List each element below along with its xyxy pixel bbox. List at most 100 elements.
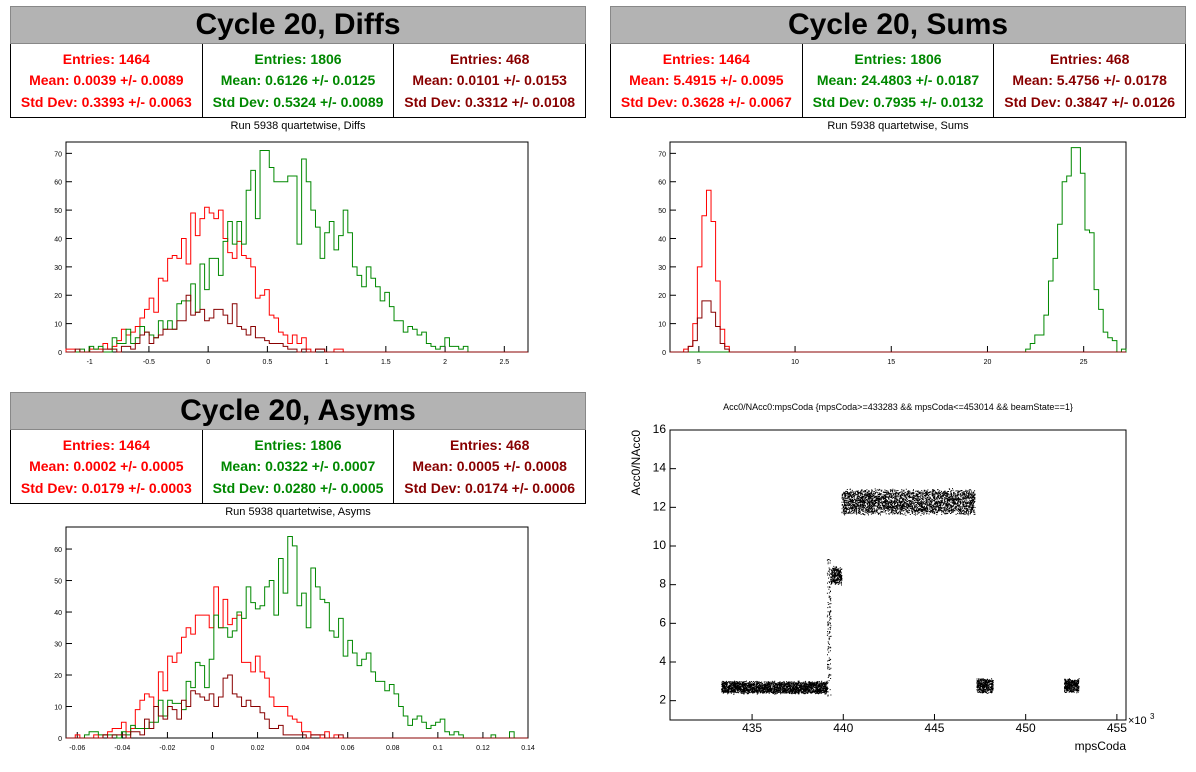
x-tick-label: 0.04	[296, 745, 310, 752]
y-tick-label: 6	[659, 615, 666, 629]
x-tick-label: 0	[211, 745, 215, 752]
y-tick-label: 20	[54, 293, 62, 300]
stat-entries: Entries: 1464	[62, 436, 150, 453]
sums-stats-dark: Entries: 468 Mean: 5.4756 +/- 0.0178 Std…	[994, 44, 1185, 117]
y-tick-label: 50	[54, 208, 62, 215]
y-tick-label: 2	[659, 693, 666, 707]
y-tick-label: 12	[653, 499, 667, 513]
x-tick-label: -0.06	[69, 745, 85, 752]
x-tick-label: 0.02	[251, 745, 265, 752]
scatter-cluster	[976, 678, 994, 694]
asyms-histogram: -0.06 -0.04 -0.02 0 0.02 0.04 0.06 0.08 0.1 0.12 0…	[54, 526, 535, 752]
y-tick-label: 0	[58, 350, 62, 357]
stat-entries: Entries: 1806	[254, 436, 342, 453]
diffs-stats-green: Entries: 1806 Mean: 0.6126 +/- 0.0125 St…	[203, 44, 395, 117]
y-tick-label: 4	[659, 654, 666, 668]
histogram-series	[670, 147, 1127, 353]
stat-entries: Entries: 468	[449, 50, 530, 67]
x-tick-label: 10	[791, 359, 799, 366]
sums-stats-red: Entries: 1464 Mean: 5.4915 +/- 0.0095 St…	[611, 44, 803, 117]
stat-mean: Mean: 0.0039 +/- 0.0089	[29, 72, 184, 89]
asyms-stats-box: Entries: 1464 Mean: 0.0002 +/- 0.0005 St…	[10, 430, 586, 504]
x-tick-label: 455	[1107, 721, 1127, 735]
x-tick-label: 0	[206, 359, 210, 366]
y-tick-label: 70	[658, 151, 666, 158]
y-tick-label: 60	[54, 180, 62, 187]
y-tick-label: 0	[662, 350, 666, 357]
stat-mean: Mean: 0.6126 +/- 0.0125	[220, 72, 376, 89]
stat-std: Std Dev: 0.3312 +/- 0.0108	[404, 94, 576, 111]
x-tick-label: 440	[833, 721, 853, 735]
x-tick-label: -0.5	[143, 359, 155, 366]
y-tick-label: 0	[58, 736, 62, 743]
sums-stats-green: Entries: 1806 Mean: 24.4803 +/- 0.0187 S…	[803, 44, 995, 117]
stat-mean: Mean: 0.0101 +/- 0.0153	[412, 72, 567, 89]
x-tick-label: 0.1	[433, 745, 443, 752]
x-axis-label: mpsCoda	[1075, 739, 1127, 753]
y-tick-label: 10	[658, 322, 666, 329]
y-tick-label: 16	[653, 422, 667, 436]
stat-std: Std Dev: 0.3847 +/- 0.0126	[1004, 94, 1176, 111]
histogram-series	[670, 189, 1126, 353]
asyms-stats-green: Entries: 1806 Mean: 0.0322 +/- 0.0007 St…	[203, 430, 395, 503]
stat-mean: Mean: 5.4756 +/- 0.0178	[1012, 72, 1167, 89]
scatter-title: Acc0/NAcc0:mpsCoda {mpsCoda>=433283 && m…	[723, 402, 1073, 412]
x-tick-label: 2.5	[499, 359, 509, 366]
stat-std: Std Dev: 0.0179 +/- 0.0003	[20, 480, 192, 497]
x-tick-label: 25	[1080, 359, 1088, 366]
stat-mean: Mean: 5.4915 +/- 0.0095	[629, 72, 784, 89]
x-tick-label: 0.08	[386, 745, 400, 752]
scatter-cluster	[721, 680, 828, 695]
y-tick-label: 10	[54, 705, 62, 712]
sums-histogram: 5 10 15 20 25 0 10 20 30 40 50 60 70	[658, 141, 1127, 366]
stat-entries: Entries: 1464	[62, 50, 150, 67]
y-tick-label: 50	[658, 208, 666, 215]
diffs-subtitle: Run 5938 quartetwise, Diffs	[230, 120, 366, 132]
x-tick-label: 0.12	[476, 745, 490, 752]
asyms-title: Cycle 20, Asyms	[10, 392, 586, 430]
y-tick-label: 50	[54, 579, 62, 586]
diffs-stats-dark: Entries: 468 Mean: 0.0101 +/- 0.0153 Std…	[394, 44, 585, 117]
stat-std: Std Dev: 0.0280 +/- 0.0005	[212, 480, 384, 497]
x-tick-label: 20	[984, 359, 992, 366]
diffs-stats-red: Entries: 1464 Mean: 0.0039 +/- 0.0089 St…	[11, 44, 203, 117]
histogram-series	[66, 294, 528, 353]
x-tick-label: -0.02	[159, 745, 175, 752]
scatter-cluster	[826, 559, 832, 697]
plot-frame	[65, 141, 529, 353]
y-tick-label: 10	[54, 322, 62, 329]
plot-frame	[669, 429, 1127, 721]
plot-frame	[65, 526, 529, 739]
x-axis-exponent: ×10	[1128, 715, 1147, 727]
y-tick-label: 60	[658, 180, 666, 187]
x-tick-label: 1.5	[381, 359, 391, 366]
x-tick-label: 450	[1016, 721, 1036, 735]
asyms-stats-dark: Entries: 468 Mean: 0.0005 +/- 0.0008 Std…	[394, 430, 585, 503]
stat-std: Std Dev: 0.7935 +/- 0.0132	[812, 94, 984, 111]
y-tick-label: 40	[54, 236, 62, 243]
y-tick-label: 30	[658, 265, 666, 272]
histogram-series	[670, 300, 1126, 353]
x-tick-label: 1	[325, 359, 329, 366]
x-tick-label: 2	[443, 359, 447, 366]
y-tick-label: 70	[54, 151, 62, 158]
y-tick-label: 30	[54, 265, 62, 272]
acc0-vs-mpscoda: 435 440 445 450 455 2 4 6 8 10 12 14 16 Acc0/NAcc0 mps…	[629, 422, 1155, 753]
stat-entries: Entries: 468	[449, 436, 530, 453]
x-tick-label: 15	[887, 359, 895, 366]
diffs-title: Cycle 20, Diffs	[10, 6, 586, 44]
stat-entries: Entries: 1806	[854, 50, 942, 67]
x-tick-label: 0.14	[521, 745, 535, 752]
stat-entries: Entries: 1806	[254, 50, 342, 67]
x-tick-label: 0.06	[341, 745, 355, 752]
sums-title: Cycle 20, Sums	[610, 6, 1186, 44]
stat-entries: Entries: 468	[1049, 50, 1130, 67]
y-tick-label: 8	[659, 577, 666, 591]
stat-std: Std Dev: 0.3628 +/- 0.0067	[620, 94, 792, 111]
y-tick-label: 14	[653, 461, 667, 475]
sums-subtitle: Run 5938 quartetwise, Sums	[827, 120, 969, 132]
x-tick-label: 5	[697, 359, 701, 366]
scatter-cluster	[1064, 678, 1080, 694]
y-tick-label: 10	[653, 538, 667, 552]
